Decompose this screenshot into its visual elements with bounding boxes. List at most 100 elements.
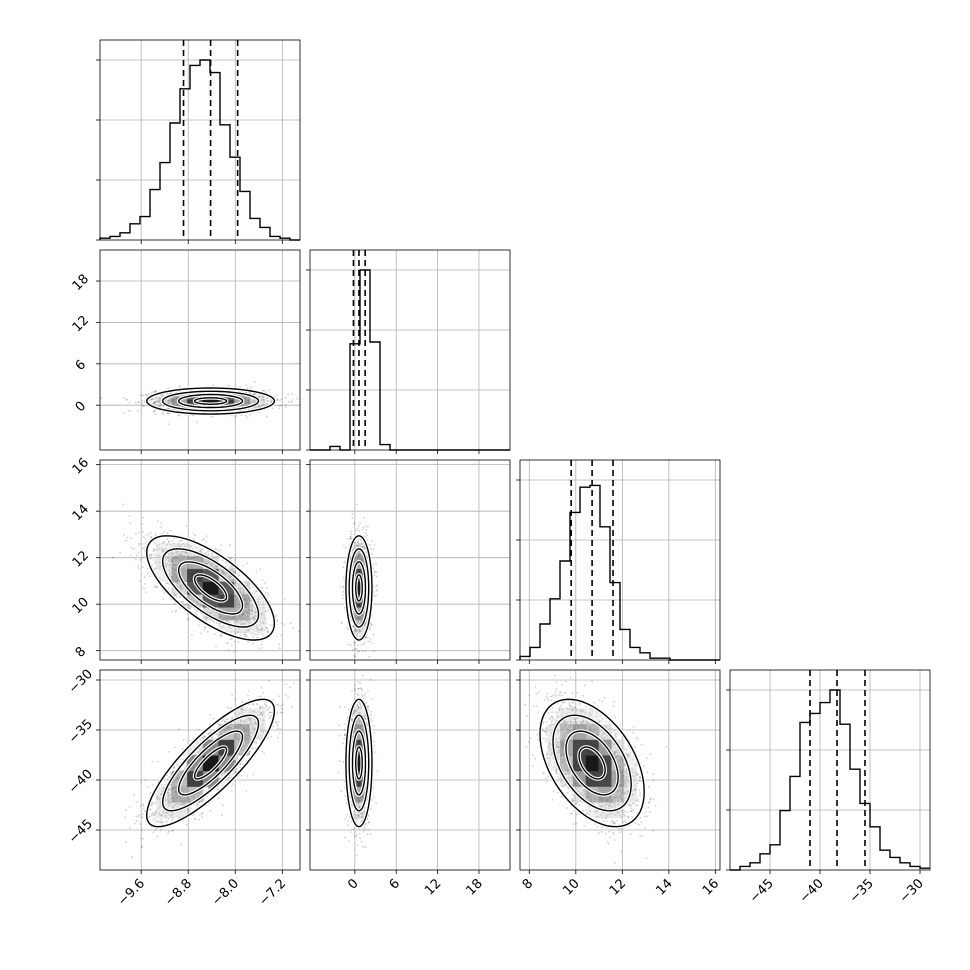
scatter-point: [174, 610, 177, 613]
scatter-point: [142, 803, 145, 806]
scatter-point: [296, 397, 299, 400]
scatter-point: [139, 804, 142, 807]
scatter-point: [375, 585, 377, 588]
scatter-point: [291, 399, 294, 401]
scatter-point: [141, 404, 144, 407]
scatter-point: [135, 815, 138, 818]
scatter-point: [212, 416, 214, 418]
scatter-point: [287, 400, 290, 403]
scatter-point: [150, 400, 153, 402]
scatter-point: [151, 398, 153, 400]
scatter-point: [167, 818, 170, 820]
scatter-point: [250, 401, 253, 403]
scatter-point: [167, 751, 170, 753]
scatter-point: [137, 816, 140, 818]
scatter-point: [219, 549, 222, 552]
scatter-point: [154, 402, 157, 405]
scatter-point: [185, 525, 188, 527]
scatter-point: [356, 527, 359, 530]
scatter-point: [229, 544, 232, 547]
scatter-point: [161, 411, 164, 414]
scatter-point: [220, 633, 222, 636]
scatter-point: [163, 540, 165, 543]
scatter-point: [130, 546, 133, 549]
scatter-point: [233, 650, 236, 653]
scatter-point: [366, 538, 369, 541]
scatter-point: [276, 736, 279, 739]
joint-panel-0-3: [124, 679, 295, 859]
scatter-point: [279, 727, 281, 730]
scatter-point: [184, 603, 187, 606]
scatter-point: [134, 822, 136, 825]
scatter-point: [347, 628, 349, 631]
scatter-point: [152, 391, 155, 393]
scatter-point: [355, 503, 358, 506]
scatter-point: [166, 820, 168, 823]
scatter-point: [162, 598, 165, 601]
scatter-point: [261, 750, 264, 753]
scatter-point: [196, 803, 199, 806]
scatter-point: [154, 400, 157, 403]
scatter-point: [167, 423, 170, 426]
scatter-point: [151, 760, 154, 763]
scatter-point: [278, 731, 281, 734]
scatter-point: [245, 384, 248, 386]
scatter-point: [293, 682, 295, 684]
scatter-point: [141, 402, 144, 405]
scatter-point: [138, 814, 141, 816]
scatter-point: [198, 624, 201, 627]
scatter-point: [143, 576, 146, 579]
scatter-point: [284, 396, 287, 399]
scatter-point: [158, 400, 160, 403]
scatter-point: [341, 594, 344, 597]
scatter-point: [216, 733, 219, 736]
scatter-point: [375, 594, 378, 597]
scatter-point: [142, 394, 145, 397]
scatter-point: [266, 631, 269, 633]
scatter-point: [192, 533, 195, 535]
scatter-point: [158, 399, 161, 401]
scatter-point: [220, 635, 223, 637]
scatter-point: [233, 640, 236, 643]
scatter-point: [152, 819, 155, 821]
scatter-point: [373, 544, 376, 546]
scatter-point: [126, 399, 128, 401]
scatter-point: [168, 399, 170, 401]
scatter-point: [150, 398, 153, 401]
scatter-point: [261, 633, 264, 635]
scatter-point: [371, 642, 374, 645]
scatter-point: [280, 404, 282, 407]
scatter-point: [182, 600, 185, 603]
grid-layer: [100, 40, 930, 870]
scatter-point: [153, 398, 156, 401]
scatter-point: [365, 529, 368, 531]
scatter-point: [160, 522, 163, 524]
scatter-point: [230, 643, 233, 646]
scatter-point: [288, 401, 291, 403]
scatter-point: [157, 400, 160, 402]
scatter-point: [172, 829, 175, 832]
scatter-point: [235, 757, 238, 760]
scatter-point: [194, 611, 197, 614]
scatter-point: [228, 566, 231, 569]
scatter-point: [142, 838, 145, 840]
scatter-point: [262, 403, 265, 406]
scatter-point: [284, 683, 287, 686]
scatter-point: [156, 835, 159, 838]
scatter-point: [159, 401, 162, 404]
scatter-point: [278, 405, 281, 407]
scatter-point: [234, 760, 237, 763]
scatter-point: [144, 542, 147, 544]
scatter-point: [353, 643, 355, 646]
scatter-point: [359, 538, 362, 541]
scatter-point: [143, 587, 145, 590]
scatter-point: [198, 818, 201, 821]
scatter-point: [184, 764, 187, 767]
scatter-point: [358, 525, 360, 527]
scatter-point: [236, 572, 239, 575]
scatter-point: [283, 623, 286, 626]
scatter-point: [151, 784, 154, 787]
scatter-point: [260, 643, 263, 646]
scatter-point: [155, 400, 158, 402]
